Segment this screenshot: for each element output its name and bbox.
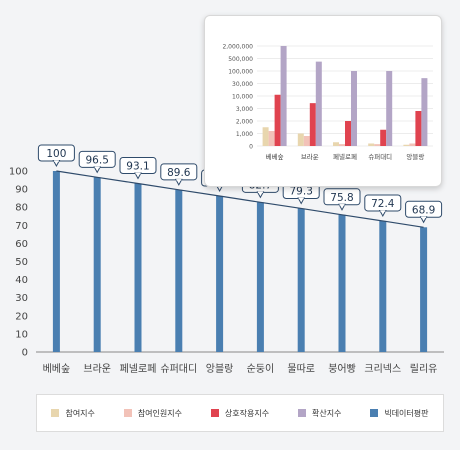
inset-y-tick-label-7: 500,000 (228, 56, 253, 63)
legend-item-4: 빅데이터평판 (370, 408, 429, 419)
legend-item-3: 확산지수 (297, 408, 342, 419)
inset-bar-0-1 (268, 131, 275, 146)
y-tick-label-7: 70 (15, 221, 28, 232)
inset-x-tick-label-0: 베베숲 (266, 152, 284, 161)
legend-item-1: 참여인원지수 (123, 408, 182, 419)
y-tick-label-4: 40 (15, 275, 28, 286)
legend-swatch-3 (297, 409, 306, 417)
bar-3 (175, 189, 183, 352)
inset-x-tick-label-1: 브라운 (301, 152, 319, 161)
bar-2 (134, 183, 142, 352)
x-tick-label-5: 순둥이 (247, 363, 275, 375)
inset-x-tick-label-3: 슈퍼대디 (368, 152, 392, 161)
inset-bar-0-3 (280, 46, 287, 146)
y-tick-label-6: 60 (15, 239, 28, 250)
bar-0 (52, 171, 60, 352)
inset-bar-4-1 (409, 143, 416, 146)
y-tick-label-5: 50 (15, 257, 28, 268)
legend-item-0: 참여지수 (51, 408, 95, 419)
x-tick-label-8: 크리넥스 (364, 363, 401, 375)
x-tick-label-2: 페넬로페 (120, 363, 157, 375)
inset-x-tick-label-2: 페넬로페 (333, 152, 357, 161)
inset-bar-chart: 0 1,000 2,000 3,000 10,000 30,000 100,000 500,0… (222, 44, 433, 161)
inset-y-tick-label-4: 10,000 (232, 94, 253, 101)
bar-6 (297, 208, 305, 352)
svg-text:93.1: 93.1 (126, 160, 149, 172)
inset-y-tick-label-3: 3,000 (236, 106, 253, 113)
svg-text:89.6: 89.6 (167, 167, 191, 179)
inset-y-tick-label-2: 2,000 (236, 119, 253, 126)
data-label-0: 100 (37, 144, 75, 168)
inset-y-tick-label-0: 0 (249, 144, 253, 151)
inset-bar-2-1 (339, 144, 345, 146)
inset-bar-3-3 (386, 71, 393, 146)
inset-y-tick-label-8: 2,000,000 (222, 44, 253, 51)
inset-bar-1-1 (303, 136, 310, 146)
inset-bar-2-3 (351, 71, 357, 146)
inset-bar-3-0 (368, 143, 375, 146)
x-tick-label-4: 앙블랑 (206, 363, 234, 375)
y-tick-label-1: 10 (15, 329, 28, 340)
svg-text:79.3: 79.3 (290, 185, 313, 197)
inset-bar-1-0 (297, 133, 304, 146)
bar-5 (256, 202, 264, 352)
inset-bar-0-2 (274, 94, 281, 146)
x-tick-label-1: 브라운 (83, 363, 111, 375)
inset-bar-3-2 (380, 129, 387, 146)
trend-line (56, 170, 424, 228)
y-tick-label-9: 90 (15, 185, 28, 196)
inset-y-tick-label-5: 30,000 (232, 81, 253, 88)
legend-label-1: 참여인원지수 (137, 408, 182, 418)
legend-swatch-1 (123, 409, 132, 417)
x-tick-label-6: 물따로 (287, 363, 315, 375)
inset-bar-4-2 (415, 111, 422, 146)
inset-bar-3-1 (374, 144, 381, 146)
inset-bar-4-0 (403, 144, 410, 146)
legend-item-2: 상호작용지수 (210, 408, 270, 419)
data-label-2: 93.1 (119, 156, 157, 180)
x-tick-label-9: 릴리유 (410, 362, 438, 375)
legend-swatch-0 (51, 409, 60, 417)
inset-y-tick-label-6: 100,000 (228, 69, 253, 76)
legend-label-3: 확산지수 (311, 408, 342, 418)
svg-text:72.4: 72.4 (371, 198, 395, 210)
inset-y-tick-label-1: 1,000 (236, 131, 253, 138)
inset-chart-panel: 0 1,000 2,000 3,000 10,000 30,000 100,000 500,0… (204, 15, 442, 187)
data-label-7: 75.8 (323, 188, 361, 211)
legend-label-2: 상호작용지수 (224, 408, 270, 418)
bar-7 (338, 214, 346, 352)
inset-bar-4-3 (421, 78, 428, 146)
svg-text:100: 100 (46, 148, 66, 160)
data-label-8: 72.4 (364, 194, 402, 218)
svg-text:96.5: 96.5 (86, 154, 109, 166)
x-tick-label-0: 베베숲 (43, 363, 71, 375)
data-label-9: 68.9 (405, 200, 443, 224)
bar-8 (379, 220, 387, 352)
x-tick-label-3: 슈퍼대디 (160, 363, 197, 375)
y-tick-label-2: 20 (15, 311, 28, 322)
x-tick-label-7: 붕어빵 (328, 363, 356, 375)
bar-9 (420, 227, 428, 352)
y-tick-label-3: 30 (15, 293, 28, 304)
legend-label-0: 참여지수 (65, 408, 95, 418)
data-label-1: 96.5 (78, 150, 116, 174)
y-tick-label-0: 0 (22, 348, 28, 359)
bar-1 (93, 177, 101, 352)
y-tick-label-8: 80 (15, 203, 28, 214)
bar-4 (216, 195, 224, 352)
inset-bar-1-3 (315, 61, 322, 146)
legend-label-4: 빅데이터평판 (384, 408, 429, 418)
legend-swatch-2 (210, 409, 219, 417)
inset-bar-2-0 (333, 142, 339, 146)
inset-bar-2-2 (345, 121, 351, 146)
inset-bar-0-0 (262, 127, 269, 146)
inset-bar-1-2 (309, 103, 316, 146)
svg-text:68.9: 68.9 (412, 204, 435, 216)
legend-swatch-4 (370, 409, 379, 417)
y-tick-label-10: 100 (9, 167, 28, 178)
inset-x-tick-label-4: 앙블랑 (406, 153, 424, 161)
data-label-3: 89.6 (160, 163, 198, 186)
legend: 참여지수 참여인원지수 상호작용지수 확산지수 빅데이터평판 (36, 394, 444, 432)
svg-text:75.8: 75.8 (330, 192, 353, 204)
